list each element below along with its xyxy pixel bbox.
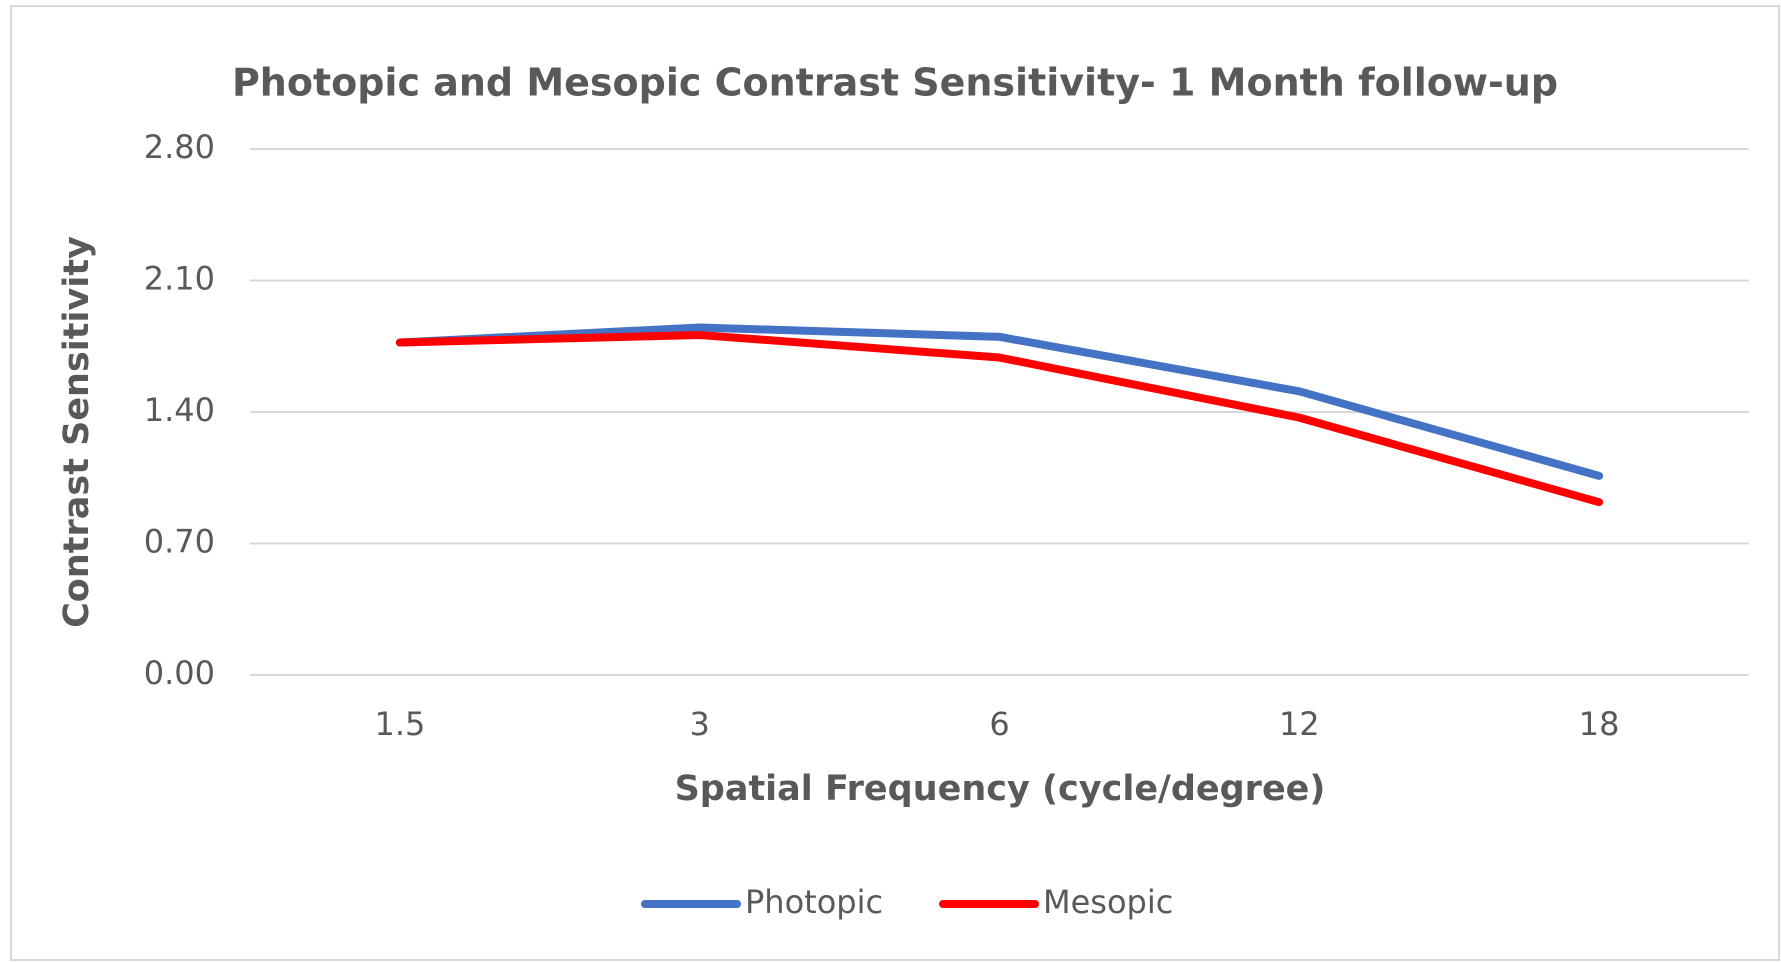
- x-axis-title: Spatial Frequency (cycle/degree): [675, 769, 1326, 809]
- series-line: [395, 330, 1604, 507]
- x-tick-label: 18: [1579, 705, 1620, 743]
- x-tick-label: 12: [1279, 705, 1320, 743]
- x-tick-label: 3: [690, 705, 710, 743]
- x-tick-label: 1.5: [374, 705, 425, 743]
- y-tick-label: 0.70: [144, 523, 215, 561]
- y-tick-label: 2.80: [144, 128, 215, 166]
- y-tick-label: 2.10: [144, 260, 215, 298]
- legend-label: Mesopic: [1043, 883, 1173, 921]
- y-tick-label: 1.40: [144, 391, 215, 429]
- series-line: [395, 323, 1604, 480]
- legend-label: Photopic: [745, 883, 883, 921]
- x-tick-label: 6: [989, 705, 1009, 743]
- y-axis-title: Contrast Sensitivity: [57, 236, 97, 628]
- chart-title: Photopic and Mesopic Contrast Sensitivit…: [232, 61, 1558, 105]
- chart-frame: [10, 5, 1780, 961]
- y-tick-label: 0.00: [144, 654, 215, 692]
